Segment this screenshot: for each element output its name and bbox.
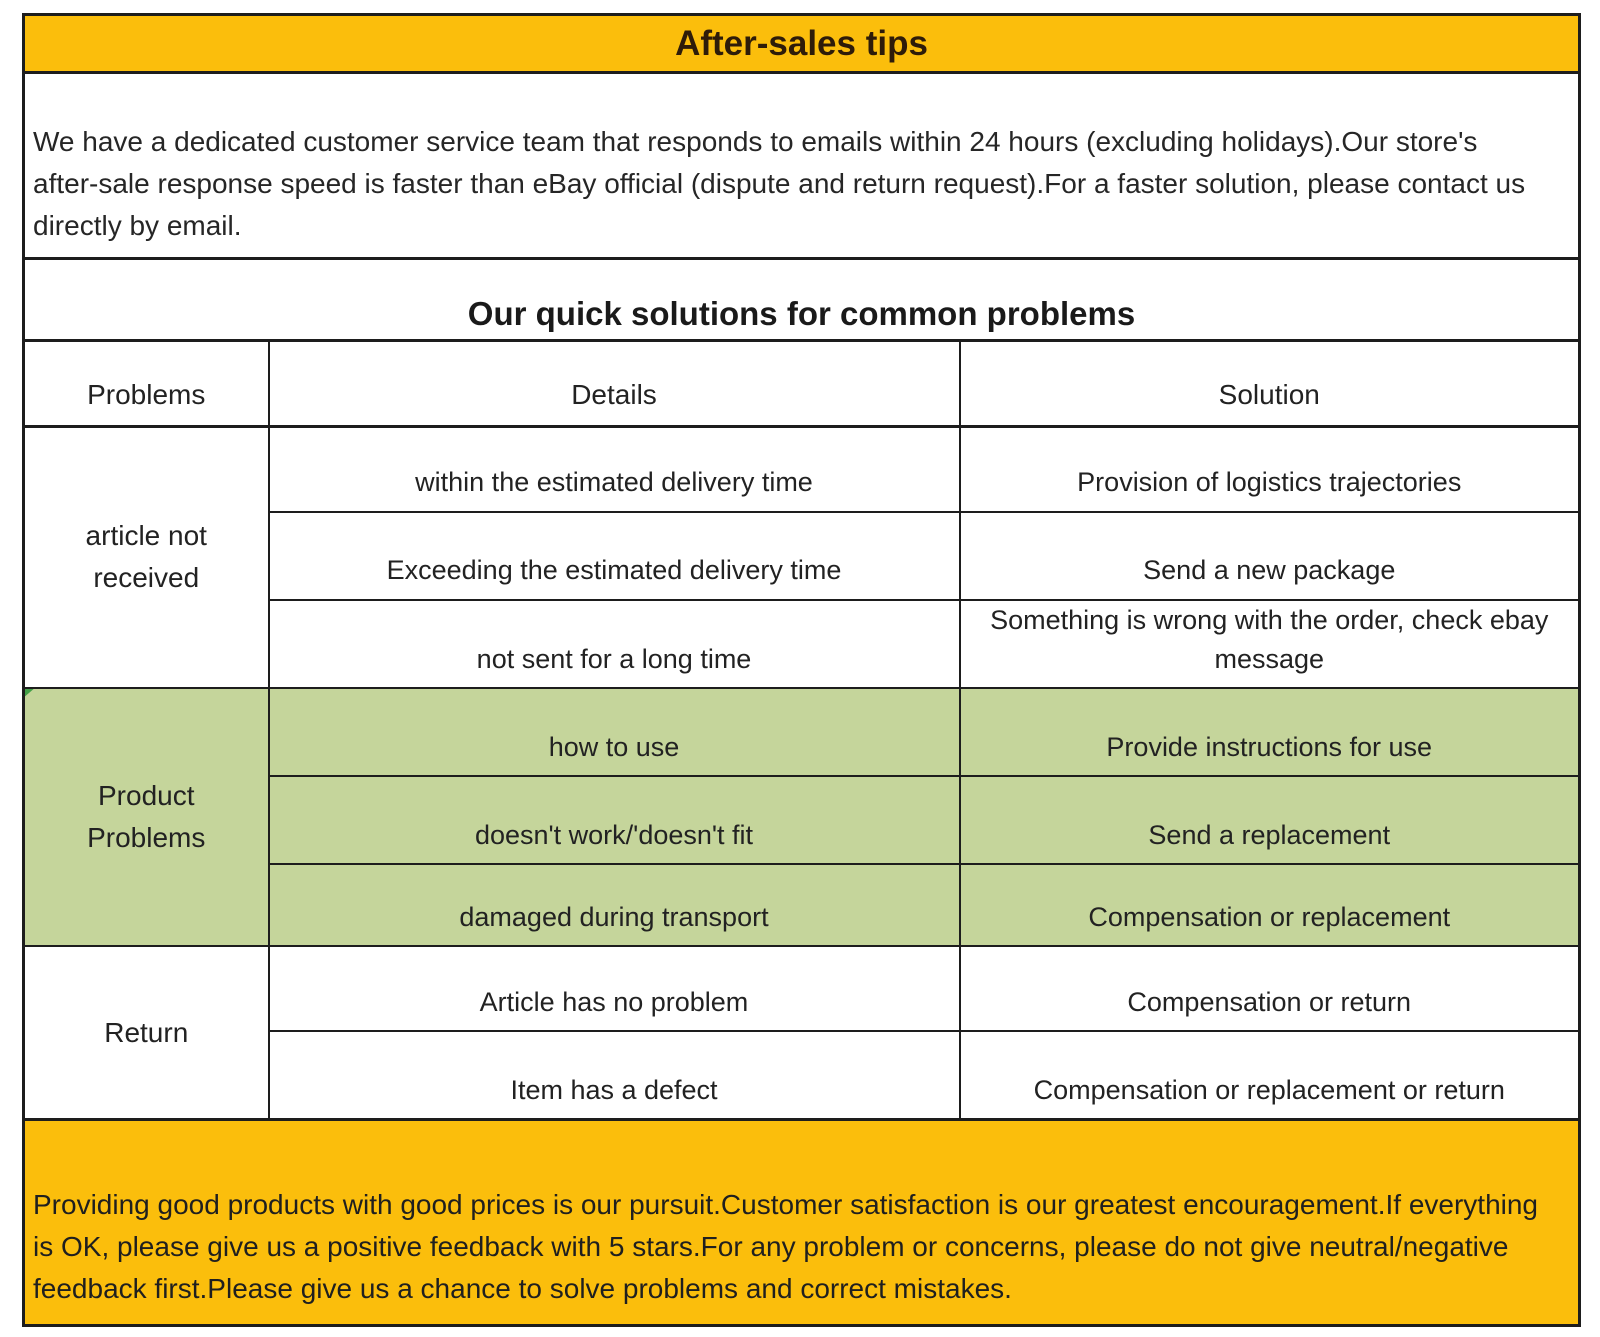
problem-group-label: Product Problems [87, 779, 206, 853]
solution-cell: Compensation or replacement or return [958, 1029, 1581, 1121]
detail-cell: not sent for a long time [267, 598, 961, 689]
solution-cell: Send a new package [958, 510, 1581, 601]
solution-cell: Something is wrong with the order, check… [958, 598, 1581, 689]
detail-cell: damaged during transport [267, 862, 961, 947]
page-title: After-sales tips [22, 13, 1581, 74]
column-header-solution: Solution [958, 339, 1581, 428]
problem-group-return: Return [22, 944, 270, 1121]
column-header-details: Details [267, 339, 961, 428]
detail-cell: within the estimated delivery time [267, 425, 961, 513]
problem-group-product-problems: Product Problems [22, 686, 270, 947]
solution-cell: Provision of logistics trajectories [958, 425, 1581, 513]
intro-paragraph: We have a dedicated customer service tea… [22, 71, 1581, 260]
column-header-problems: Problems [22, 339, 270, 428]
solution-cell: Compensation or return [958, 944, 1581, 1032]
section-title: Our quick solutions for common problems [22, 257, 1581, 342]
solution-cell: Compensation or replacement [958, 862, 1581, 947]
solution-cell: Provide instructions for use [958, 686, 1581, 777]
solution-cell: Send a replacement [958, 774, 1581, 865]
detail-cell: Item has a defect [267, 1029, 961, 1121]
problem-group-article-not-received: article not received [22, 425, 270, 689]
after-sales-table: After-sales tips We have a dedicated cus… [22, 13, 1582, 1328]
detail-cell: how to use [267, 686, 961, 777]
detail-cell: Exceeding the estimated delivery time [267, 510, 961, 601]
after-sales-card: After-sales tips We have a dedicated cus… [22, 13, 1582, 1328]
green-corner-marker-icon [25, 689, 36, 704]
footer-paragraph: Providing good products with good prices… [22, 1118, 1581, 1327]
detail-cell: Article has no problem [267, 944, 961, 1032]
detail-cell: doesn't work/'doesn't fit [267, 774, 961, 865]
